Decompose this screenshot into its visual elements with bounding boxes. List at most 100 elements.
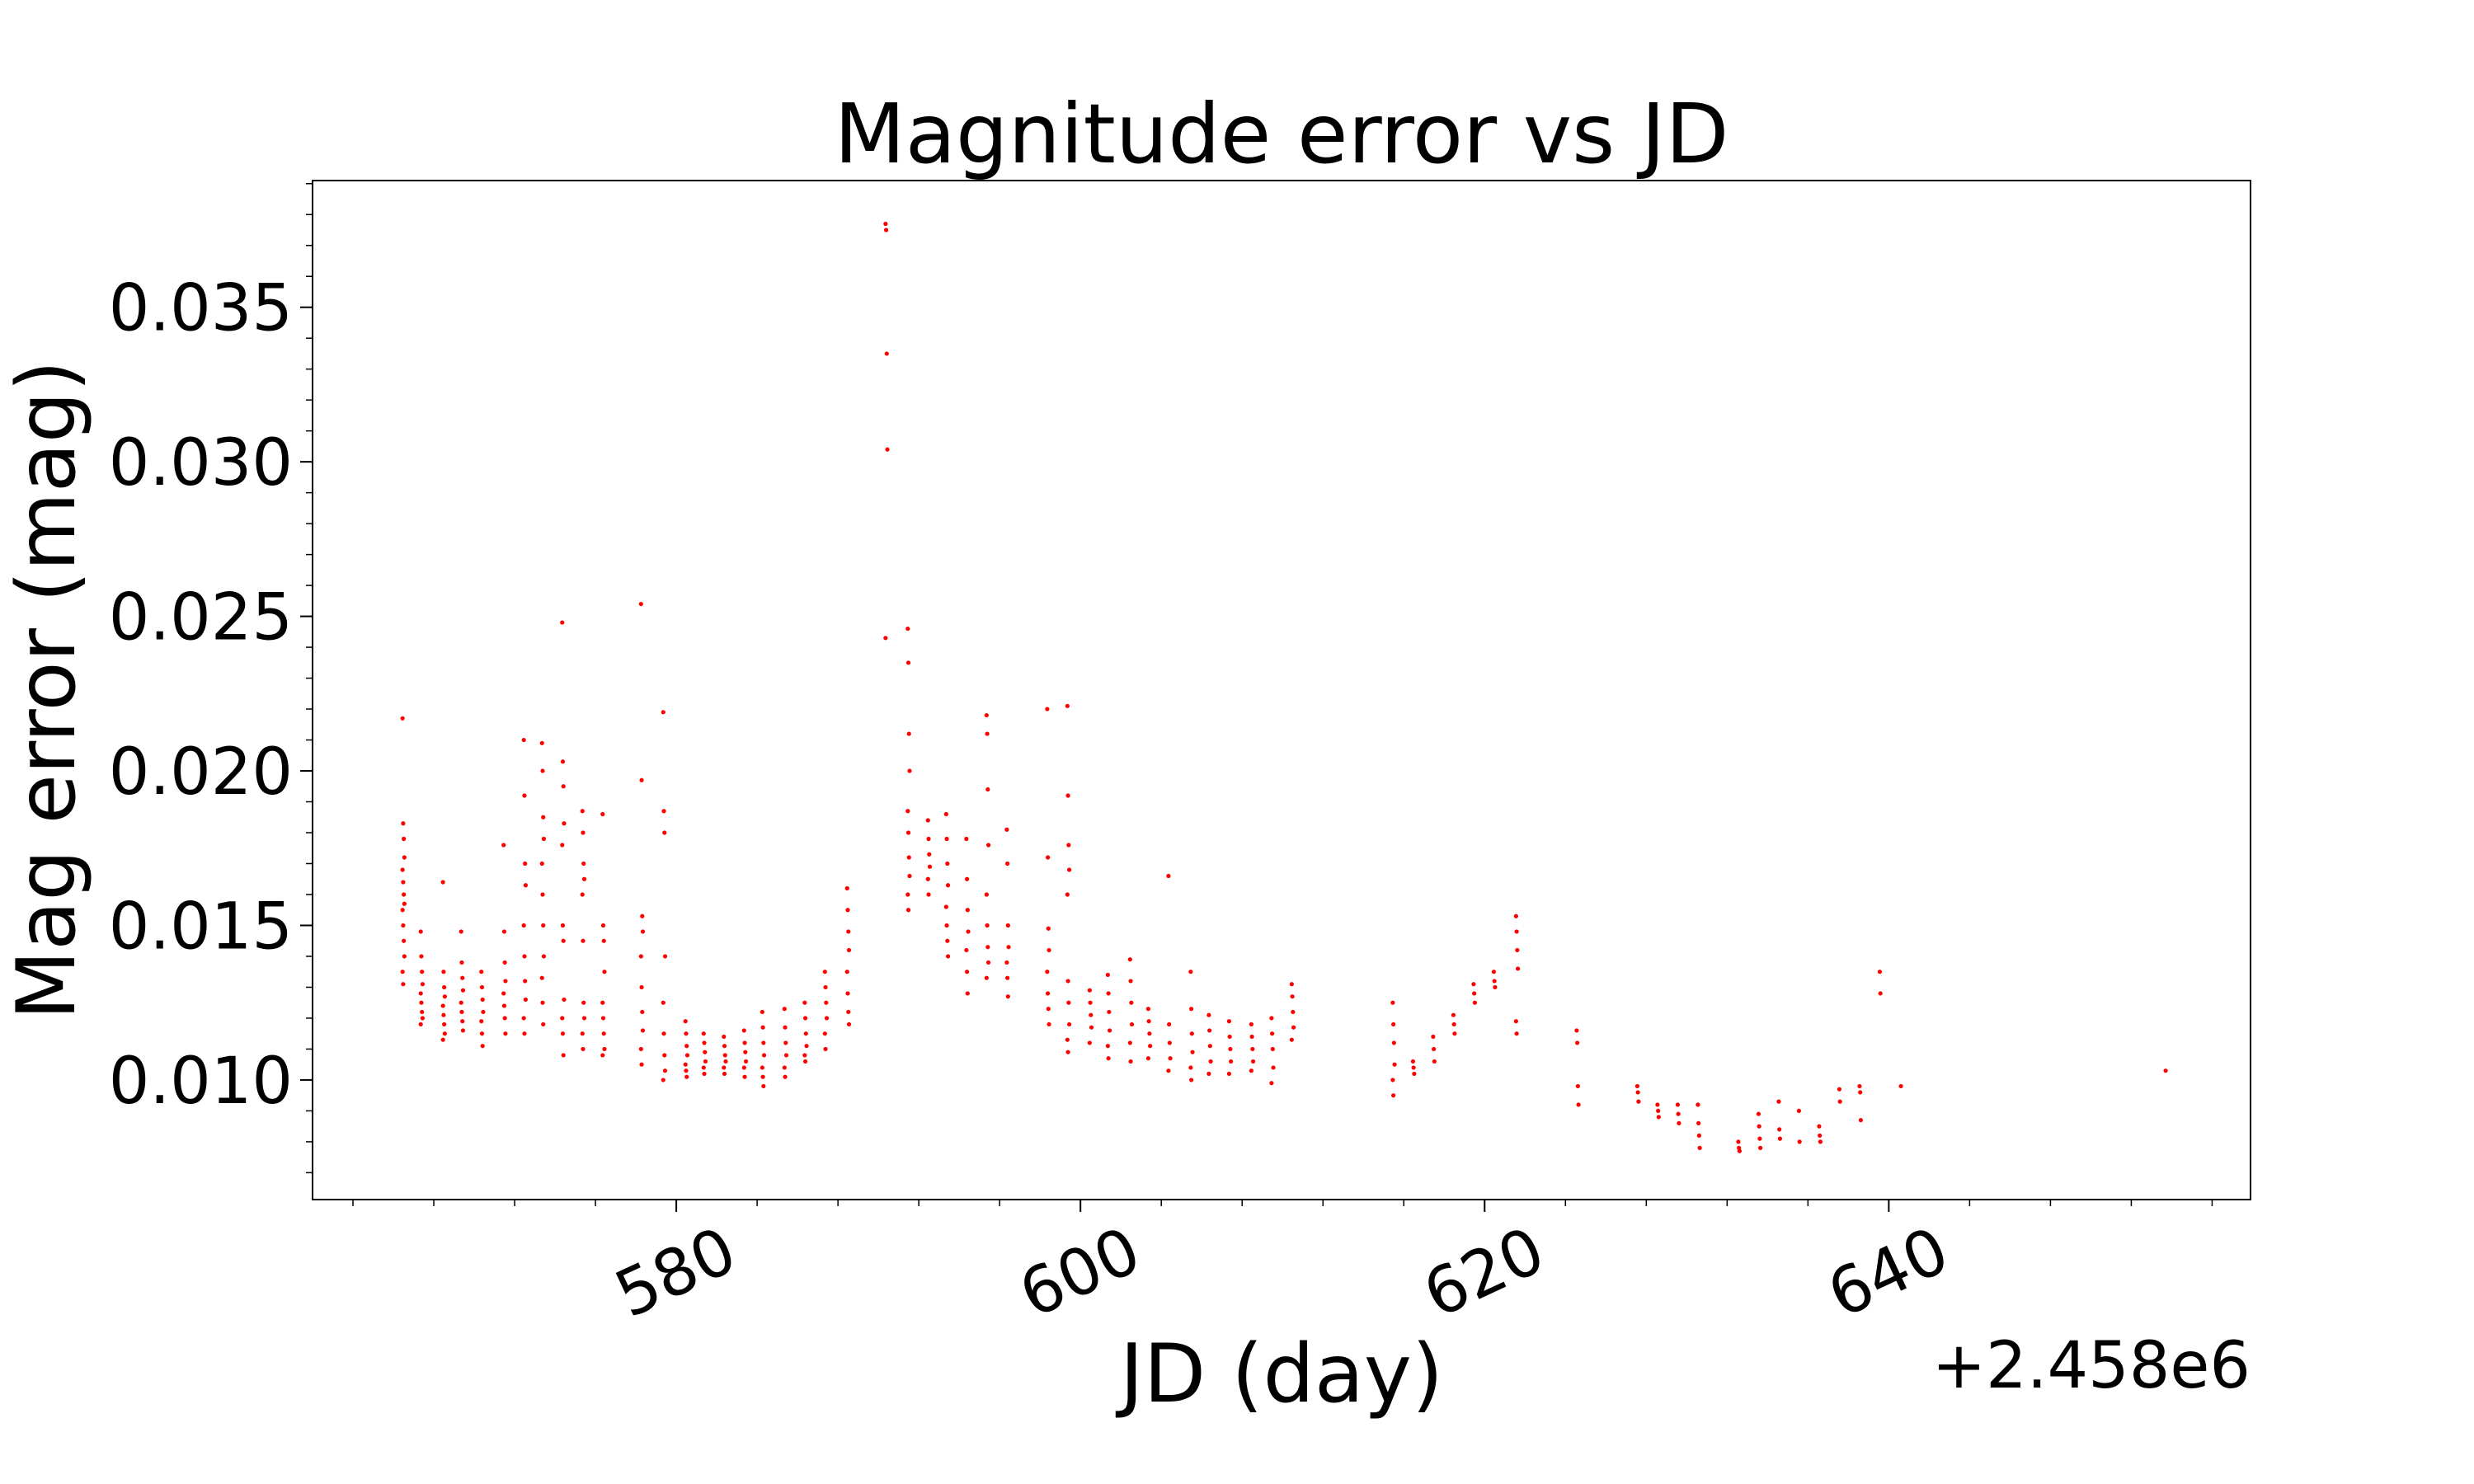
data-point [1757,1136,1762,1141]
data-point [541,923,546,928]
chart-title: Magnitude error vs JD [834,86,1729,182]
data-point [523,997,529,1003]
data-point [581,876,587,881]
data-point [1677,1120,1681,1126]
data-point [1412,1071,1417,1077]
data-point [1656,1115,1661,1120]
data-point [402,901,407,906]
data-point [760,1065,764,1070]
data-point [743,1059,749,1064]
data-point [539,740,544,745]
data-point [1127,957,1132,962]
data-point [1065,1050,1070,1054]
data-point [600,811,605,817]
data-point [442,1031,447,1036]
data-point [822,970,827,974]
data-point [905,908,911,913]
data-point [783,1074,788,1079]
data-point [1167,1021,1172,1027]
data-point [1515,947,1520,953]
data-point [1005,923,1010,928]
data-point [561,784,566,789]
data-point [1250,1046,1255,1052]
data-point [1046,1007,1051,1012]
data-point [420,982,426,987]
data-point [1129,1000,1134,1005]
data-point [1837,1099,1842,1104]
data-point [581,938,586,943]
data-point [1391,1021,1396,1027]
data-point [640,1009,645,1015]
data-point [1004,861,1010,866]
data-point [440,1037,445,1042]
data-point [943,904,948,909]
data-point [420,1016,426,1021]
data-point [742,1074,747,1079]
data-point [702,1071,707,1077]
data-point [420,970,425,974]
data-point [600,923,606,928]
data-point [1106,1056,1111,1061]
data-point [1432,1046,1437,1052]
data-point [905,626,910,632]
x-tick-label: 600 [1009,1214,1151,1332]
data-point [703,1050,708,1054]
data-point [1776,1099,1781,1104]
data-point [2163,1068,2168,1073]
data-point [1513,1019,1518,1024]
data-point [1107,1028,1112,1033]
data-point [1390,1078,1395,1082]
data-point [684,1053,690,1058]
data-point [441,1012,446,1017]
data-point [523,861,528,866]
data-point [905,830,911,835]
data-point [402,954,407,959]
data-point [1269,1081,1274,1086]
data-point [907,768,912,773]
data-point [944,836,949,842]
data-point [1047,947,1051,953]
data-point [905,660,911,665]
data-point [639,777,644,782]
data-point [1635,1090,1640,1095]
data-point [965,991,970,996]
data-point [1818,1133,1823,1138]
data-point [1676,1111,1681,1116]
data-point [1065,979,1070,984]
data-point [926,836,931,842]
data-point [883,221,888,227]
data-point [1045,707,1050,711]
data-point [442,984,447,990]
data-point [523,883,529,888]
data-point [1697,1145,1702,1150]
data-point [684,1044,689,1049]
data-point [906,731,911,736]
data-point [1167,1040,1172,1045]
data-point [521,923,526,928]
data-point [420,1009,425,1015]
data-point [661,710,666,715]
data-point [1817,1124,1822,1129]
data-point [984,975,989,980]
data-point [703,1059,708,1064]
data-point [1858,1090,1863,1095]
data-point [702,1040,707,1045]
data-point [501,843,506,848]
data-point [984,712,989,718]
data-point [760,1009,764,1015]
data-point [1575,1083,1580,1089]
data-point [1392,1062,1397,1067]
data-point [1491,970,1497,974]
data-point [802,1016,808,1021]
data-point [501,929,507,934]
data-point [479,1019,484,1024]
data-point [523,979,528,984]
data-point [442,1021,447,1027]
data-point [1758,1145,1763,1150]
data-point [1451,1012,1456,1017]
x-tick-label: 580 [604,1214,747,1332]
data-point [985,787,990,792]
data-point [742,1040,747,1045]
data-point [539,975,544,980]
data-point [562,997,567,1003]
